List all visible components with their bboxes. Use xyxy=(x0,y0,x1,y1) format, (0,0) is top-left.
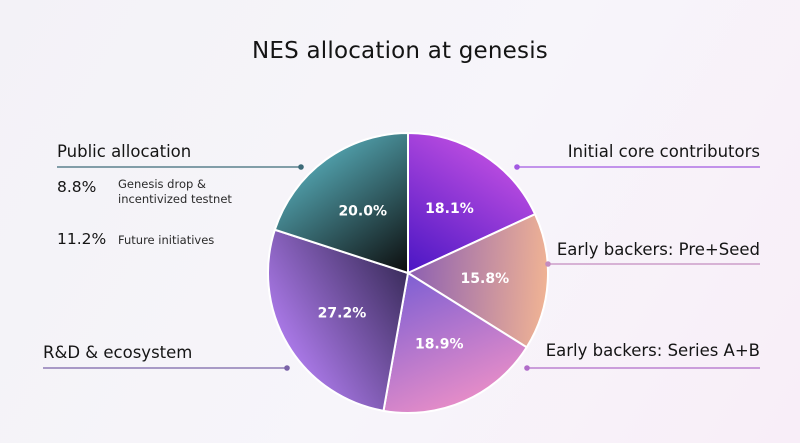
leader-rnd-ecosystem-dot xyxy=(284,365,290,371)
slice-core-contributors xyxy=(407,131,537,275)
legend-label-pre-seed: Early backers: Pre+Seed xyxy=(556,240,760,259)
sub-breakdown-desc-genesis: Genesis drop & incentivized testnet xyxy=(118,177,232,206)
sub-breakdown-value-genesis: 8.8% xyxy=(57,178,97,196)
slice-label-core-contributors: 18.1% xyxy=(425,201,474,217)
legend-label-series-ab: Early backers: Series A+B xyxy=(545,341,760,360)
leader-core-contributors-dot xyxy=(514,164,520,170)
slice-public-allocation xyxy=(273,131,409,275)
leader-public-allocation-dot xyxy=(298,164,304,170)
slice-label-pre-seed: 15.8% xyxy=(461,271,510,287)
slice-label-rnd-ecosystem: 27.2% xyxy=(318,306,367,322)
slice-series-ab xyxy=(382,271,529,414)
sub-breakdown-value-future: 11.2% xyxy=(57,230,107,248)
slice-label-public-allocation: 20.0% xyxy=(338,204,387,220)
slice-rnd-ecosystem xyxy=(267,228,410,412)
slice-label-series-ab: 18.9% xyxy=(415,336,464,352)
legend-label-rnd-ecosystem: R&D & ecosystem xyxy=(43,343,193,362)
leader-pre-seed-dot xyxy=(545,261,551,267)
sub-breakdown-desc-future: Future initiatives xyxy=(118,233,215,247)
legend-label-public-allocation: Public allocation xyxy=(57,142,192,161)
chart-title: NES allocation at genesis xyxy=(252,38,548,64)
slice-pre-seed xyxy=(405,212,549,349)
leader-series-ab-dot xyxy=(524,365,530,371)
legend-label-core-contributors: Initial core contributors xyxy=(567,142,760,161)
